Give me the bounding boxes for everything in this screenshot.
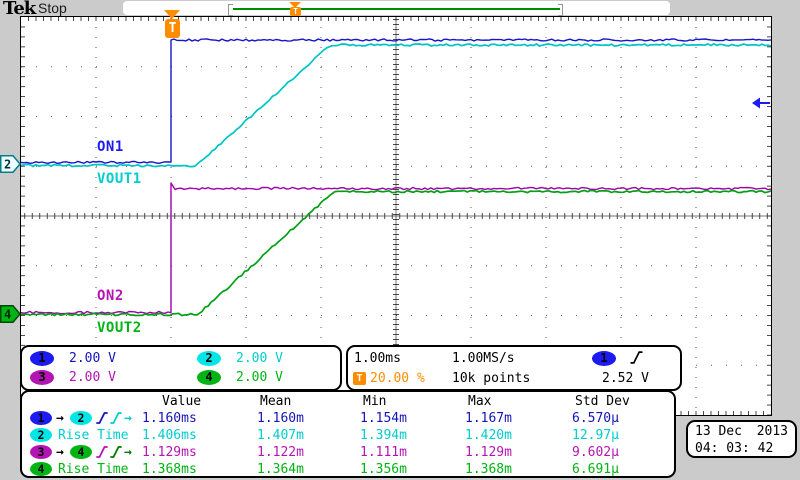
trigger-position-readout: 20.00 %	[370, 371, 425, 386]
record-trigger-position-icon	[289, 2, 301, 8]
trigger-position-flag: T	[165, 19, 180, 38]
trace-label-on2: ON2	[97, 288, 124, 304]
trace-label-vout1: VOUT1	[97, 171, 142, 187]
trigger-level-readout: 2.52 V	[602, 371, 649, 386]
channel4-badge: 4	[197, 370, 221, 385]
channel-scale-readout-box: 1 2.00 V 2 2.00 V 3 2.00 V 4 2.00 V	[20, 345, 342, 391]
meas3-mean: 1.122m	[257, 445, 304, 460]
meas2-stddev: 12.97µ	[572, 428, 619, 443]
date-day: 13 Dec	[695, 424, 742, 439]
channel2-marker: 2	[0, 155, 21, 173]
column-header-mean: Mean	[260, 394, 292, 409]
meas2-badge: 2	[30, 428, 52, 442]
sample-rate-readout: 1.00MS/s	[452, 351, 515, 366]
channel3-scale: 2.00 V	[69, 370, 116, 385]
meas3-stddev: 9.602µ	[572, 445, 619, 460]
meas3-edge-arrow-icon: →	[124, 445, 132, 460]
time-readout: 04: 03: 42	[695, 441, 774, 456]
meas1-to-badge: 2	[70, 411, 92, 425]
column-header-value: Value	[162, 394, 202, 409]
meas3-min: 1.111m	[360, 445, 407, 460]
channel3-badge: 3	[30, 370, 54, 385]
meas4-label: Rise Time	[58, 462, 129, 477]
meas4-max: 1.368m	[465, 462, 512, 477]
record-trigger-t-icon: T	[290, 7, 301, 16]
acquisition-status: Stop	[38, 0, 67, 16]
meas4-value: 1.368ms	[142, 462, 197, 477]
timebase-readout: 1.00ms	[354, 351, 401, 366]
trace-label-on1: ON1	[97, 139, 124, 155]
trace-label-vout2: VOUT2	[97, 320, 142, 336]
tek-logo: Tek	[3, 0, 36, 19]
meas2-value: 1.406ms	[142, 428, 197, 443]
rising-edge-icon	[96, 412, 108, 424]
meas2-label: Rise Time	[58, 428, 129, 443]
meas1-stddev: 6.570µ	[572, 411, 619, 426]
column-header-min: Min	[363, 394, 387, 409]
record-window-left-bracket	[228, 4, 233, 16]
column-header-max: Max	[468, 394, 492, 409]
rising-edge-icon	[96, 446, 108, 458]
record-view-bar	[123, 1, 670, 16]
channel1-badge: 1	[30, 351, 54, 366]
measurement-table: Value Mean Min Max Std Dev 1 → 2 → 1.160…	[20, 390, 676, 478]
meas1-min: 1.154m	[360, 411, 407, 426]
rising-edge-icon	[110, 446, 122, 458]
meas1-arrow: →	[56, 411, 64, 426]
channel2-badge: 2	[197, 351, 221, 366]
meas2-mean: 1.407m	[257, 428, 304, 443]
trigger-source-badge: 1	[592, 351, 616, 366]
meas3-value: 1.129ms	[142, 445, 197, 460]
meas4-mean: 1.364m	[257, 462, 304, 477]
record-length-readout: 10k points	[452, 371, 531, 386]
meas3-to-badge: 4	[70, 445, 92, 459]
meas4-min: 1.356m	[360, 462, 407, 477]
trigger-slope-icon	[630, 351, 643, 364]
meas4-badge: 4	[30, 462, 52, 476]
trigger-t-icon: T	[353, 372, 366, 385]
svg-text:2: 2	[4, 158, 11, 172]
trigger-position-arrow-icon	[164, 10, 180, 19]
channel2-scale: 2.00 V	[236, 351, 283, 366]
meas2-min: 1.394m	[360, 428, 407, 443]
meas3-max: 1.129m	[465, 445, 512, 460]
channel4-scale: 2.00 V	[236, 370, 283, 385]
meas1-value: 1.160ms	[142, 411, 197, 426]
meas1-mean: 1.160m	[257, 411, 304, 426]
meas1-from-badge: 1	[30, 411, 52, 425]
horizontal-trigger-readout-box: 1.00ms 1.00MS/s 1 T 20.00 % 10k points 2…	[346, 345, 682, 391]
meas4-stddev: 6.691µ	[572, 462, 619, 477]
svg-text:4: 4	[4, 308, 11, 322]
meas3-from-badge: 3	[30, 445, 52, 459]
meas3-arrow: →	[56, 445, 64, 460]
meas1-edge-arrow-icon: →	[124, 411, 132, 426]
record-view-line	[233, 8, 560, 10]
record-window-right-bracket	[558, 4, 563, 16]
column-header-stddev: Std Dev	[575, 394, 630, 409]
channel4-marker: 4	[0, 305, 21, 323]
date-year: 2013	[756, 424, 788, 439]
channel1-scale: 2.00 V	[69, 351, 116, 366]
rising-edge-icon	[110, 412, 122, 424]
datetime-box: 13 Dec 2013 04: 03: 42	[686, 420, 797, 458]
meas2-max: 1.420m	[465, 428, 512, 443]
meas1-max: 1.167m	[465, 411, 512, 426]
trigger-level-arrow-icon	[752, 97, 770, 109]
